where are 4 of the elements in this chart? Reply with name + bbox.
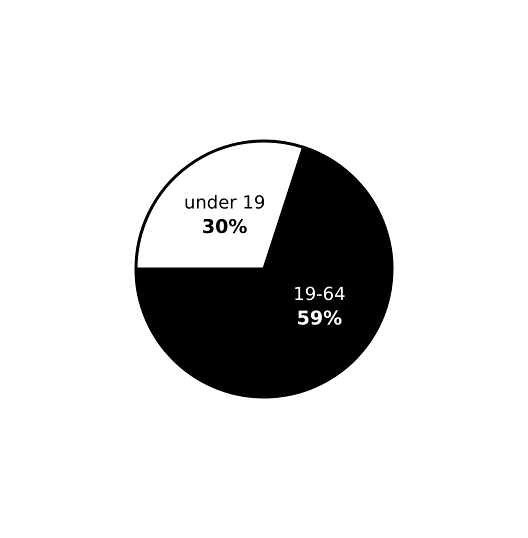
slice-label: 19-64	[293, 284, 346, 306]
data-label: 30%	[202, 216, 248, 238]
slice-label: under 19	[184, 192, 266, 214]
data-label: 59%	[296, 308, 342, 330]
